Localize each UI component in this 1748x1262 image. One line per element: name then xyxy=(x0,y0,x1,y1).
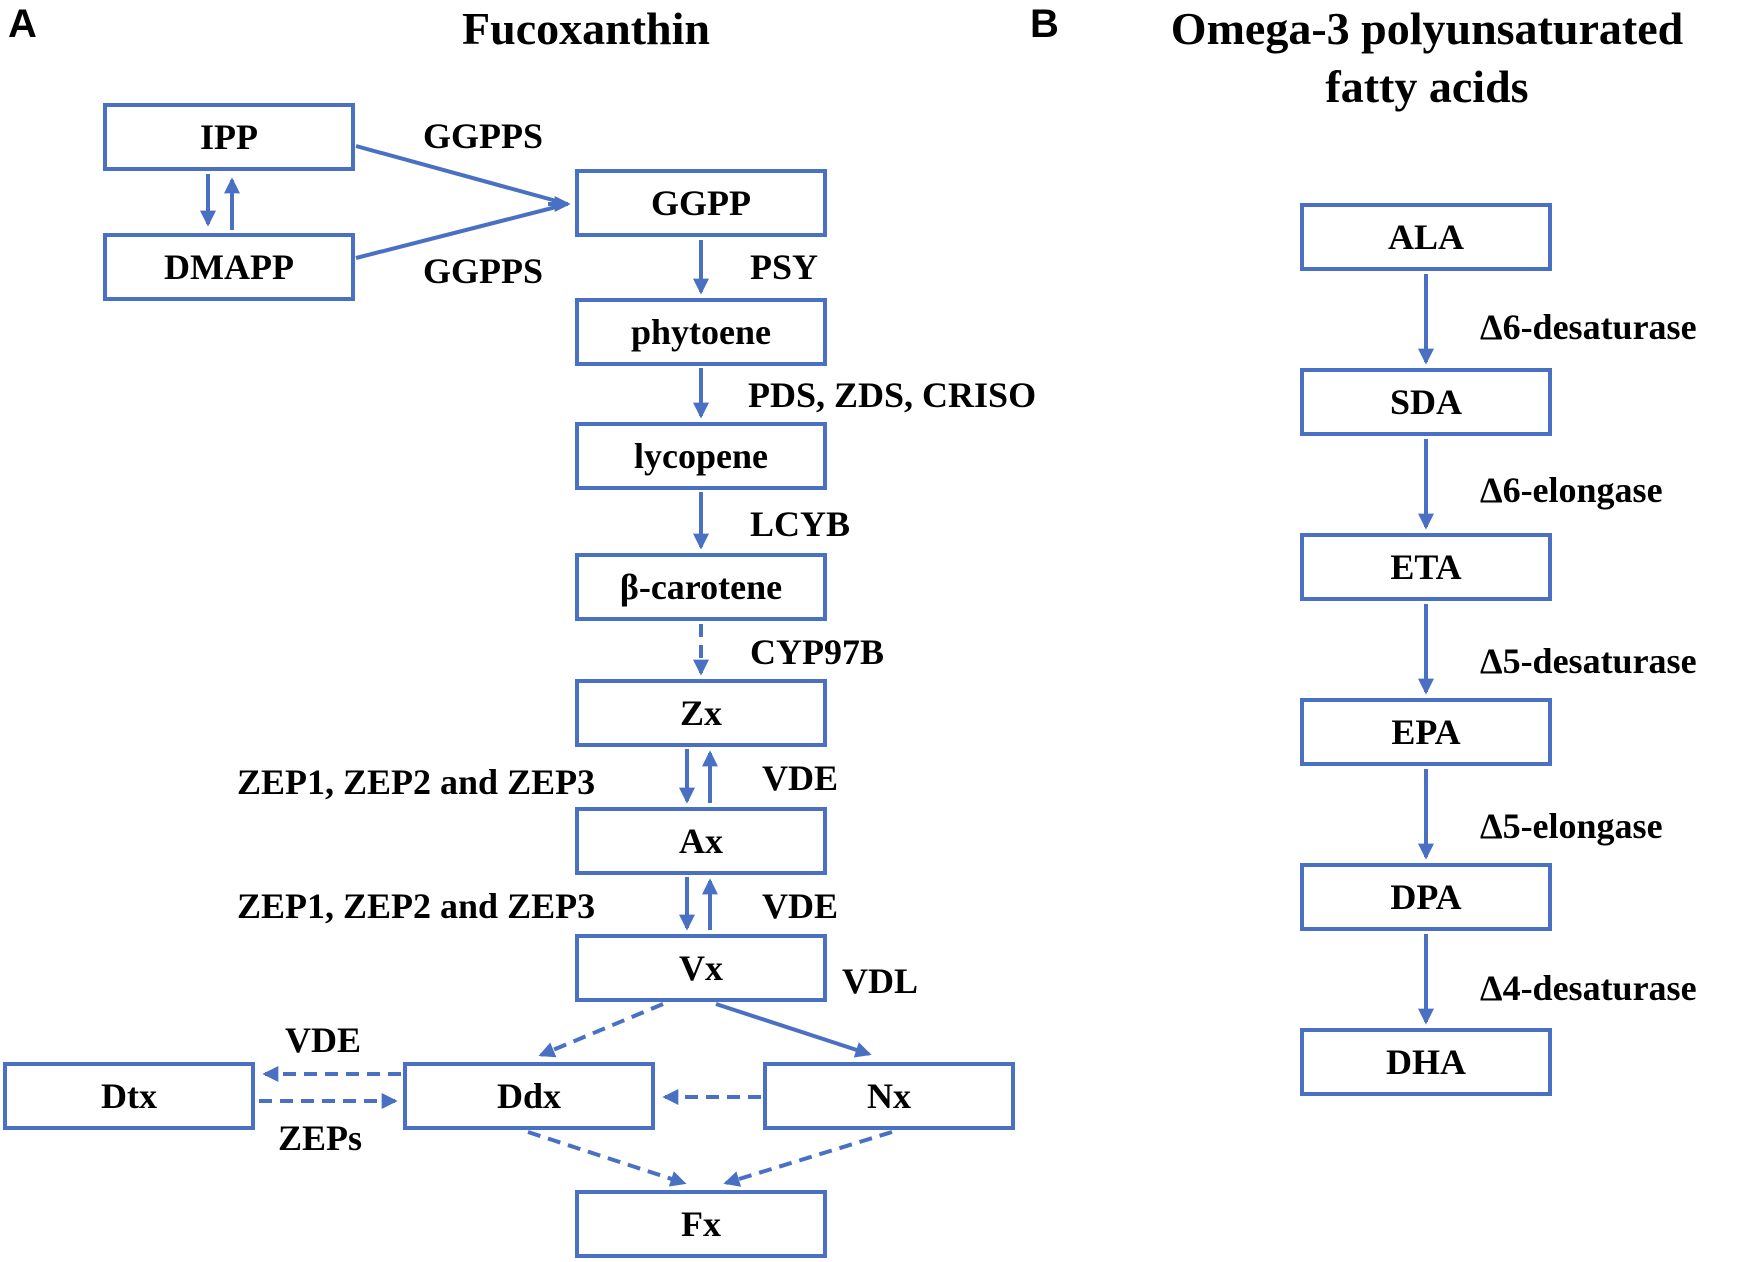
arrow-vx-to-ddx xyxy=(538,1002,664,1058)
node-dha: DHA xyxy=(1300,1028,1552,1096)
node-ggpp: GGPP xyxy=(575,169,827,237)
node-eta: ETA xyxy=(1300,533,1552,601)
enzyme-label-d5-elongase: Δ5-elongase xyxy=(1480,806,1663,846)
arrow-ddx-to-fx xyxy=(527,1130,687,1187)
enzyme-label-zep123-lower: ZEP1, ZEP2 and ZEP3 xyxy=(237,886,596,926)
arrow-vx-to-nx xyxy=(715,1002,872,1058)
enzyme-label-psy: PSY xyxy=(750,247,819,287)
node-nx: Nx xyxy=(763,1062,1015,1130)
enzyme-label-vde-dtx: VDE xyxy=(285,1020,362,1060)
panel-b-letter: B xyxy=(1030,2,1059,46)
node-ala: ALA xyxy=(1300,203,1552,271)
enzyme-label-vde-upper: VDE xyxy=(762,758,839,798)
enzyme-label-ggpps-top: GGPPS xyxy=(423,116,544,156)
panel-b-title-line2: fatty acids xyxy=(1325,61,1529,112)
panel-b-title-line1: Omega-3 polyunsaturated xyxy=(1170,3,1684,54)
enzyme-label-zeps: ZEPs xyxy=(278,1118,363,1158)
node-beta-carotene: β-carotene xyxy=(575,553,827,621)
enzyme-label-vde-lower: VDE xyxy=(762,886,839,926)
arrow-ipp-to-ggpp-line xyxy=(355,144,561,204)
enzyme-label-zep123-upper: ZEP1, ZEP2 and ZEP3 xyxy=(237,762,596,802)
node-lycopene: lycopene xyxy=(575,422,827,490)
node-ax: Ax xyxy=(575,807,827,875)
panel-a-letter: A xyxy=(8,2,37,46)
enzyme-label-d6-desaturase: Δ6-desaturase xyxy=(1480,307,1697,347)
node-fx: Fx xyxy=(575,1190,827,1258)
enzyme-label-d5-desaturase: Δ5-desaturase xyxy=(1480,641,1697,681)
node-ddx: Ddx xyxy=(403,1062,655,1130)
node-dpa: DPA xyxy=(1300,863,1552,931)
node-dmapp: DMAPP xyxy=(103,233,355,301)
node-ipp: IPP xyxy=(103,103,355,171)
enzyme-label-lcyb: LCYB xyxy=(750,504,851,544)
enzyme-label-d6-elongase: Δ6-elongase xyxy=(1480,470,1663,510)
enzyme-label-vdl: VDL xyxy=(842,961,919,1001)
arrow-nx-to-fx xyxy=(723,1130,893,1187)
enzyme-label-ggpps-bottom: GGPPS xyxy=(423,251,544,291)
panel-b-title: Omega-3 polyunsaturated fatty acids xyxy=(1127,0,1727,116)
arrow-dmapp-to-ggpp-line xyxy=(355,204,561,260)
node-epa: EPA xyxy=(1300,698,1552,766)
panel-a-title: Fucoxanthin xyxy=(462,3,710,54)
node-zx: Zx xyxy=(575,679,827,747)
enzyme-label-cyp97b: CYP97B xyxy=(750,632,884,672)
enzyme-label-pds-zds-criso: PDS, ZDS, CRISO xyxy=(748,375,1037,415)
node-phytoene: phytoene xyxy=(575,298,827,366)
enzyme-label-d4-desaturase: Δ4-desaturase xyxy=(1480,968,1697,1008)
node-dtx: Dtx xyxy=(3,1062,255,1130)
node-vx: Vx xyxy=(575,934,827,1002)
node-sda: SDA xyxy=(1300,368,1552,436)
